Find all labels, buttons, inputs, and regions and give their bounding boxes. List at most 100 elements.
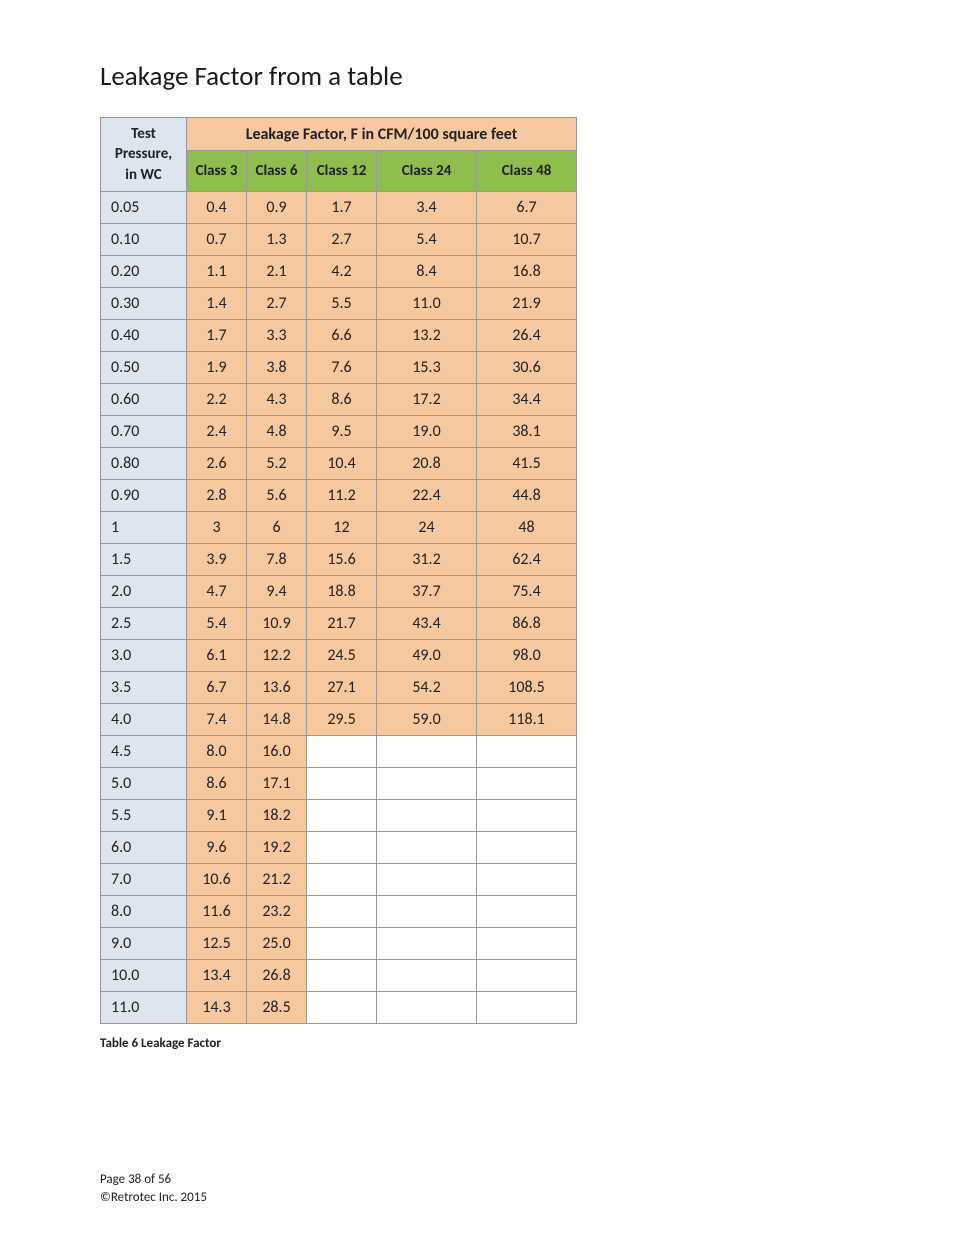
table-cell: 9.6: [187, 831, 247, 863]
table-row: 4.07.414.829.559.0118.1: [101, 703, 577, 735]
spanner-header: Leakage Factor, F in CFM/100 square feet: [187, 118, 577, 151]
table-cell: 1.9: [187, 351, 247, 383]
row-header: 5.5: [101, 799, 187, 831]
page-title: Leakage Factor from a table: [100, 60, 854, 93]
table-cell: 41.5: [477, 447, 577, 479]
row-header: 1.5: [101, 543, 187, 575]
row-header: 1: [101, 511, 187, 543]
table-cell: 8.6: [187, 767, 247, 799]
table-cell: 5.5: [307, 287, 377, 319]
table-cell: 14.8: [247, 703, 307, 735]
page-footer: Page 38 of 56 ©Retrotec Inc. 2015: [100, 1171, 854, 1207]
table-cell: 15.6: [307, 543, 377, 575]
table-cell: [307, 767, 377, 799]
table-cell: [307, 959, 377, 991]
table-cell: 18.2: [247, 799, 307, 831]
row-header: 7.0: [101, 863, 187, 895]
row-header: 0.05: [101, 191, 187, 223]
table-cell: 3.4: [377, 191, 477, 223]
table-cell: 29.5: [307, 703, 377, 735]
table-row: 3.56.713.627.154.2108.5: [101, 671, 577, 703]
table-cell: 6.7: [477, 191, 577, 223]
table-cell: 6: [247, 511, 307, 543]
table-row: 0.501.93.87.615.330.6: [101, 351, 577, 383]
table-cell: 98.0: [477, 639, 577, 671]
table-cell: 2.7: [247, 287, 307, 319]
class-header: Class 6: [247, 151, 307, 192]
table-cell: 6.7: [187, 671, 247, 703]
class-header: Class 24: [377, 151, 477, 192]
table-cell: 3.3: [247, 319, 307, 351]
row-header: 4.5: [101, 735, 187, 767]
table-row: 8.011.623.2: [101, 895, 577, 927]
table-row: 1.53.97.815.631.262.4: [101, 543, 577, 575]
table-cell: 7.4: [187, 703, 247, 735]
table-row: 0.201.12.14.28.416.8: [101, 255, 577, 287]
table-cell: 2.6: [187, 447, 247, 479]
table-cell: 23.2: [247, 895, 307, 927]
copyright: ©Retrotec Inc. 2015: [100, 1189, 854, 1207]
table-cell: [477, 767, 577, 799]
table-cell: 10.6: [187, 863, 247, 895]
table-cell: 34.4: [477, 383, 577, 415]
table-cell: [307, 863, 377, 895]
table-cell: [377, 799, 477, 831]
table-cell: 12.5: [187, 927, 247, 959]
table-cell: 1.7: [307, 191, 377, 223]
table-cell: 26.8: [247, 959, 307, 991]
table-cell: 3.8: [247, 351, 307, 383]
table-cell: 4.2: [307, 255, 377, 287]
table-cell: [377, 927, 477, 959]
class-header: Class 3: [187, 151, 247, 192]
table-row: 11.014.328.5: [101, 991, 577, 1023]
table-row: 4.58.016.0: [101, 735, 577, 767]
table-cell: 16.8: [477, 255, 577, 287]
table-cell: 8.6: [307, 383, 377, 415]
table-cell: 43.4: [377, 607, 477, 639]
table-cell: 9.5: [307, 415, 377, 447]
table-row: 5.59.118.2: [101, 799, 577, 831]
table-cell: 26.4: [477, 319, 577, 351]
table-cell: [477, 831, 577, 863]
table-cell: 18.8: [307, 575, 377, 607]
table-cell: 6.1: [187, 639, 247, 671]
table-caption: Table 6 Leakage Factor: [100, 1036, 854, 1051]
table-cell: 11.6: [187, 895, 247, 927]
table-cell: 22.4: [377, 479, 477, 511]
row-header: 2.5: [101, 607, 187, 639]
row-header: 0.40: [101, 319, 187, 351]
table-cell: 75.4: [477, 575, 577, 607]
row-header: 2.0: [101, 575, 187, 607]
table-cell: 86.8: [477, 607, 577, 639]
table-cell: 24.5: [307, 639, 377, 671]
table-cell: 3: [187, 511, 247, 543]
row-header: 4.0: [101, 703, 187, 735]
table-cell: 59.0: [377, 703, 477, 735]
table-cell: 4.8: [247, 415, 307, 447]
table-row: 2.55.410.921.743.486.8: [101, 607, 577, 639]
table-cell: 20.8: [377, 447, 477, 479]
table-cell: 12.2: [247, 639, 307, 671]
table-cell: 16.0: [247, 735, 307, 767]
table-cell: [377, 959, 477, 991]
table-cell: 21.9: [477, 287, 577, 319]
table-row: 136122448: [101, 511, 577, 543]
table-cell: 19.2: [247, 831, 307, 863]
row-header: 0.50: [101, 351, 187, 383]
table-cell: 21.7: [307, 607, 377, 639]
table-cell: 24: [377, 511, 477, 543]
table-cell: [477, 863, 577, 895]
table-cell: 10.7: [477, 223, 577, 255]
table-cell: 7.8: [247, 543, 307, 575]
table-cell: 11.0: [377, 287, 477, 319]
table-cell: [307, 799, 377, 831]
table-row: 7.010.621.2: [101, 863, 577, 895]
row-header: 0.60: [101, 383, 187, 415]
table-cell: 13.6: [247, 671, 307, 703]
table-cell: 118.1: [477, 703, 577, 735]
table-cell: 108.5: [477, 671, 577, 703]
table-cell: 2.8: [187, 479, 247, 511]
table-cell: [307, 735, 377, 767]
table-cell: [477, 991, 577, 1023]
table-row: 10.013.426.8: [101, 959, 577, 991]
